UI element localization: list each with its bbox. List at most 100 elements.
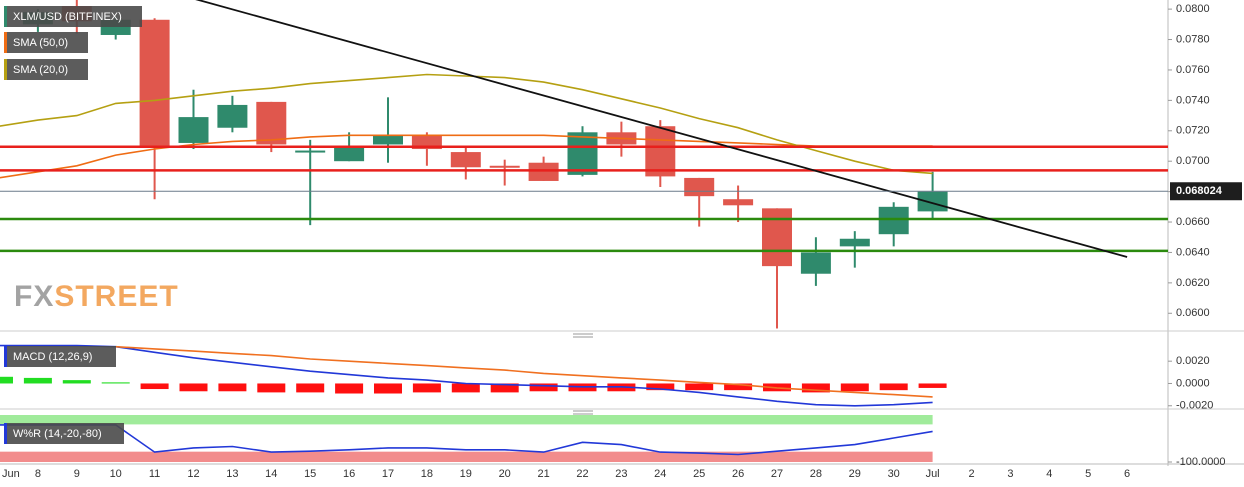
candle-body (178, 117, 209, 143)
histogram-bar (529, 383, 558, 392)
legend-label: MACD (12,26,9) (13, 351, 92, 363)
histogram-bar (23, 377, 52, 384)
y-tick-label: 0.0000 (1176, 377, 1210, 389)
candle-body (295, 150, 326, 153)
y-tick-label: 0.0800 (1176, 3, 1210, 15)
histogram-bar (140, 383, 169, 390)
candle-body (723, 199, 754, 206)
legend-box (4, 32, 88, 53)
legend-box (4, 423, 124, 444)
x-tick-label: 16 (343, 468, 355, 480)
candle-body (528, 162, 559, 181)
x-tick-label: 13 (226, 468, 238, 480)
y-tick-label: 0.0660 (1176, 216, 1210, 228)
histogram-bar (840, 383, 869, 392)
legend-swatch (4, 6, 7, 27)
x-tick-label: 2 (968, 468, 974, 480)
x-tick-label: 10 (110, 468, 122, 480)
candle-body (217, 104, 248, 128)
candle-body (800, 252, 831, 274)
legend-label: W%R (14,-20,-80) (13, 428, 102, 440)
indicator-line (0, 73, 933, 175)
x-tick-label: 11 (149, 468, 160, 480)
x-tick-label: 5 (1085, 468, 1091, 480)
histogram-bar (646, 383, 675, 391)
candle-body (567, 132, 598, 175)
legend-label: XLM/USD (BITFINEX) (13, 11, 122, 23)
histogram-bar (218, 383, 247, 392)
x-tick-label: 19 (460, 468, 472, 480)
x-tick-label: 30 (888, 468, 900, 480)
histogram-bar (879, 383, 908, 391)
x-tick-label: 24 (654, 468, 666, 480)
histogram-bar (101, 382, 130, 384)
x-tick-label: 25 (693, 468, 705, 480)
histogram-bar (918, 383, 947, 388)
candle-body (334, 147, 365, 162)
y-tick-label: -100.0000 (1176, 456, 1226, 468)
x-tick-label: 28 (810, 468, 822, 480)
y-tick-label: 0.0620 (1176, 277, 1210, 289)
indicator-line (0, 424, 933, 456)
candle-body (762, 208, 792, 267)
y-tick-label: 0.0700 (1176, 155, 1210, 167)
y-tick-label: -0.0020 (1176, 400, 1213, 412)
y-tick-label: 0.0780 (1176, 33, 1210, 45)
x-tick-label: 27 (771, 468, 783, 480)
resize-handle[interactable] (573, 410, 593, 415)
histogram-bar (296, 383, 325, 393)
y-tick-label: 0.0020 (1176, 355, 1210, 367)
legend-box (4, 346, 116, 367)
histogram-bar (0, 376, 13, 384)
histogram-bar (335, 383, 364, 394)
legend-swatch (4, 32, 7, 53)
y-tick-label: 0.0600 (1176, 307, 1210, 319)
histogram-bar (374, 383, 402, 394)
last-price-label: 0.068024 (1176, 185, 1223, 197)
candle-body (450, 152, 481, 168)
candle-body (839, 238, 870, 247)
watermark-part: STREET (54, 280, 178, 313)
zone-band (0, 451, 933, 462)
indicator-line (0, 344, 933, 407)
x-tick-label: 12 (187, 468, 199, 480)
x-tick-label: 9 (74, 468, 80, 480)
indicator-line (0, 134, 933, 179)
y-tick-label: 0.0760 (1176, 64, 1210, 76)
x-tick-label: 23 (615, 468, 627, 480)
x-tick-label: 22 (576, 468, 588, 480)
legend-swatch (4, 423, 7, 444)
histogram-bar (451, 383, 480, 393)
x-tick-label: 18 (421, 468, 433, 480)
x-tick-label: 29 (849, 468, 861, 480)
indicator-line (115, 345, 933, 398)
y-tick-label: 0.0740 (1176, 94, 1210, 106)
candle-body (373, 135, 403, 145)
histogram-bar (257, 383, 286, 393)
legend-label: SMA (50,0) (13, 37, 68, 49)
candle-body (684, 177, 715, 197)
legend-label: SMA (20,0) (13, 64, 68, 76)
plot-area (0, 415, 933, 462)
candle-body (645, 126, 676, 177)
candle-body (878, 206, 909, 235)
histogram-bar (179, 383, 208, 392)
x-tick-label: 6 (1124, 468, 1130, 480)
watermark-part: FX (14, 280, 54, 313)
watermark: FXSTREET (14, 280, 179, 313)
x-tick-label: 17 (382, 468, 394, 480)
resize-handle[interactable] (573, 333, 593, 338)
x-tick-label: 3 (1007, 468, 1013, 480)
histogram-bar (412, 383, 441, 393)
x-tick-label: 21 (537, 468, 549, 480)
y-tick-label: 0.0640 (1176, 246, 1210, 258)
x-tick-label: Jul (926, 468, 940, 480)
plot-area (0, 344, 947, 407)
x-tick-label: 8 (35, 468, 41, 480)
histogram-bar (724, 383, 753, 391)
trend-line (195, 0, 1128, 258)
legend-box (4, 6, 142, 27)
candle-body (139, 19, 170, 148)
